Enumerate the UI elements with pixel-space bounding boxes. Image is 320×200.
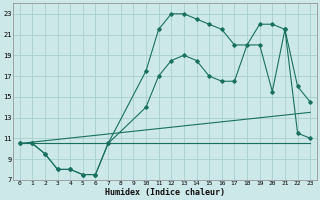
- X-axis label: Humidex (Indice chaleur): Humidex (Indice chaleur): [105, 188, 225, 197]
